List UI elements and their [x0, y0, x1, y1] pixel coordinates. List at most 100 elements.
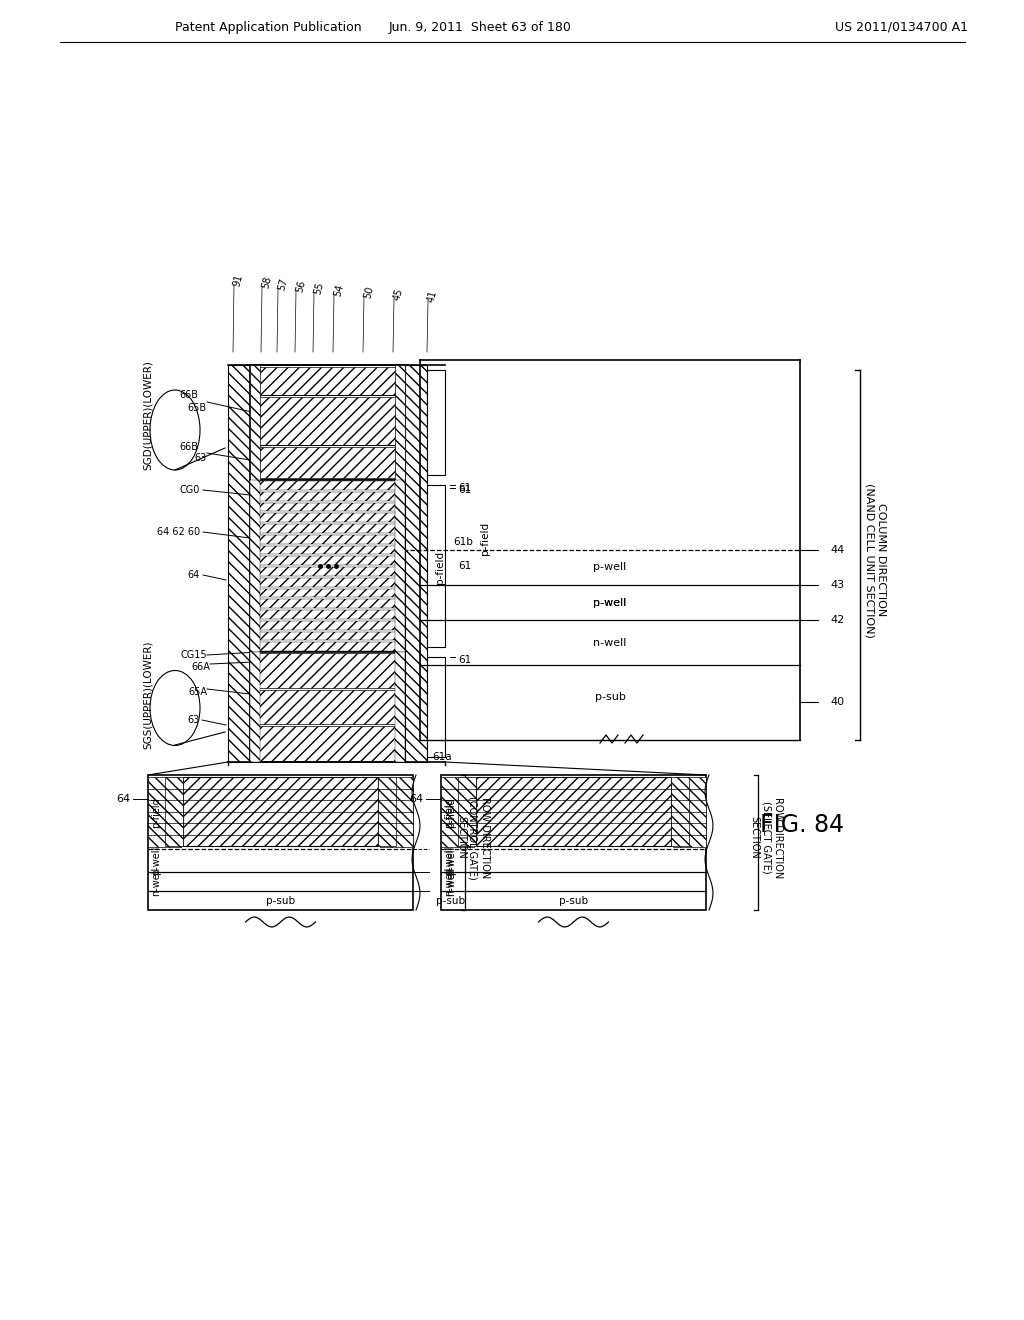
Text: p-well: p-well	[151, 846, 161, 875]
Text: n-well: n-well	[593, 598, 627, 607]
Text: 61: 61	[458, 655, 471, 665]
Text: 61: 61	[458, 561, 471, 572]
Text: 56: 56	[294, 279, 307, 293]
Text: 64 62 60: 64 62 60	[157, 527, 200, 537]
Text: 66B: 66B	[179, 389, 198, 400]
Bar	[427, 370, 445, 475]
Text: p-field: p-field	[435, 550, 445, 583]
Bar	[378, 777, 396, 846]
Text: FIG. 84: FIG. 84	[760, 813, 844, 837]
Bar	[441, 775, 706, 909]
Bar	[255, 480, 400, 490]
Bar	[255, 589, 400, 597]
Bar	[395, 480, 406, 652]
Bar	[250, 480, 406, 652]
Text: ROW DIRECTION
(CONTROL GATE)
SECTION: ROW DIRECTION (CONTROL GATE) SECTION	[457, 796, 489, 879]
Text: n-well: n-well	[593, 638, 627, 648]
Bar	[250, 652, 406, 762]
Bar	[427, 484, 445, 647]
Text: p-field: p-field	[151, 797, 161, 828]
Text: 44: 44	[830, 545, 844, 554]
Text: 43: 43	[830, 579, 844, 590]
Text: 64: 64	[409, 795, 423, 804]
Text: 55: 55	[312, 281, 325, 296]
Text: 65B: 65B	[187, 403, 207, 413]
Bar	[671, 777, 689, 846]
Text: 65A: 65A	[188, 686, 207, 697]
Bar	[255, 367, 400, 395]
Text: SGD(UPPER)(LOWER): SGD(UPPER)(LOWER)	[143, 360, 153, 470]
Bar	[255, 620, 400, 630]
Bar	[255, 545, 400, 554]
Text: n-well: n-well	[446, 867, 456, 896]
Text: SGS(UPPER)(LOWER): SGS(UPPER)(LOWER)	[143, 640, 153, 750]
Text: p-field: p-field	[446, 797, 456, 828]
Text: 63: 63	[187, 715, 200, 725]
Text: 50: 50	[362, 285, 375, 300]
Text: 61: 61	[458, 484, 471, 495]
Text: 40: 40	[830, 697, 844, 708]
Bar	[255, 492, 400, 500]
Bar	[406, 366, 427, 762]
Text: p-sub: p-sub	[595, 693, 626, 702]
Bar	[255, 568, 400, 576]
Text: 66A: 66A	[191, 663, 210, 672]
Text: 57: 57	[276, 277, 289, 292]
Bar	[255, 653, 400, 688]
Text: 58: 58	[260, 275, 272, 289]
Text: 91: 91	[232, 273, 245, 288]
Bar	[165, 777, 183, 846]
Bar	[441, 777, 474, 847]
Bar	[255, 447, 400, 478]
Text: 61b: 61b	[453, 537, 473, 546]
Text: 45: 45	[392, 286, 404, 301]
Text: CG15: CG15	[180, 649, 207, 660]
Text: p-sub: p-sub	[266, 895, 295, 906]
Bar	[420, 360, 800, 550]
Bar	[476, 777, 671, 846]
Text: US 2011/0134700 A1: US 2011/0134700 A1	[835, 21, 968, 33]
Text: COLUMN DIRECTION
(NAND CELL UNIT SECTION): COLUMN DIRECTION (NAND CELL UNIT SECTION…	[864, 483, 886, 638]
Text: Jun. 9, 2011  Sheet 63 of 180: Jun. 9, 2011 Sheet 63 of 180	[388, 21, 571, 33]
Text: p-sub: p-sub	[559, 895, 588, 906]
Text: 61a: 61a	[432, 752, 452, 762]
Text: p-well: p-well	[593, 598, 627, 607]
Bar	[255, 535, 400, 544]
Text: 42: 42	[830, 615, 844, 624]
Bar	[148, 775, 413, 909]
Bar	[148, 777, 181, 847]
Text: Patent Application Publication: Patent Application Publication	[175, 21, 361, 33]
Text: 64: 64	[187, 570, 200, 579]
Text: p-sub: p-sub	[436, 895, 466, 906]
Bar	[255, 610, 400, 619]
Bar	[255, 524, 400, 533]
Bar	[250, 366, 406, 480]
Bar	[673, 777, 706, 847]
Text: 54: 54	[332, 282, 345, 297]
Text: n-well: n-well	[151, 867, 161, 896]
Text: ROW DIRECTION
(SELECT GATE)
SECTION: ROW DIRECTION (SELECT GATE) SECTION	[750, 797, 782, 878]
Bar	[255, 556, 400, 565]
Bar	[183, 777, 378, 846]
Text: CG0: CG0	[179, 484, 200, 495]
Bar	[395, 652, 406, 762]
Bar	[255, 689, 400, 725]
Text: 61: 61	[458, 483, 471, 492]
Text: n-well: n-well	[444, 867, 454, 896]
Bar	[458, 777, 476, 846]
Bar	[427, 657, 445, 756]
Bar	[255, 599, 400, 609]
Bar	[255, 513, 400, 521]
Bar	[395, 366, 406, 480]
Bar	[250, 366, 260, 480]
Text: p-field: p-field	[444, 797, 454, 828]
Bar	[255, 578, 400, 586]
Bar	[255, 643, 400, 651]
Text: 63: 63	[195, 453, 207, 463]
Text: p-well: p-well	[446, 846, 456, 875]
Text: 66B: 66B	[179, 442, 198, 451]
Text: p-well: p-well	[593, 562, 627, 573]
Bar	[255, 397, 400, 445]
Bar	[255, 631, 400, 640]
Text: p-well: p-well	[444, 846, 454, 875]
